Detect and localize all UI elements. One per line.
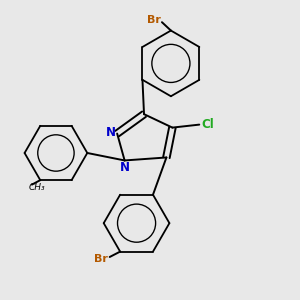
Text: CH₃: CH₃ (28, 182, 45, 191)
Text: Br: Br (147, 15, 160, 25)
Text: N: N (120, 160, 130, 173)
Text: Br: Br (94, 254, 108, 264)
Text: Cl: Cl (202, 118, 214, 131)
Text: N: N (106, 126, 116, 139)
